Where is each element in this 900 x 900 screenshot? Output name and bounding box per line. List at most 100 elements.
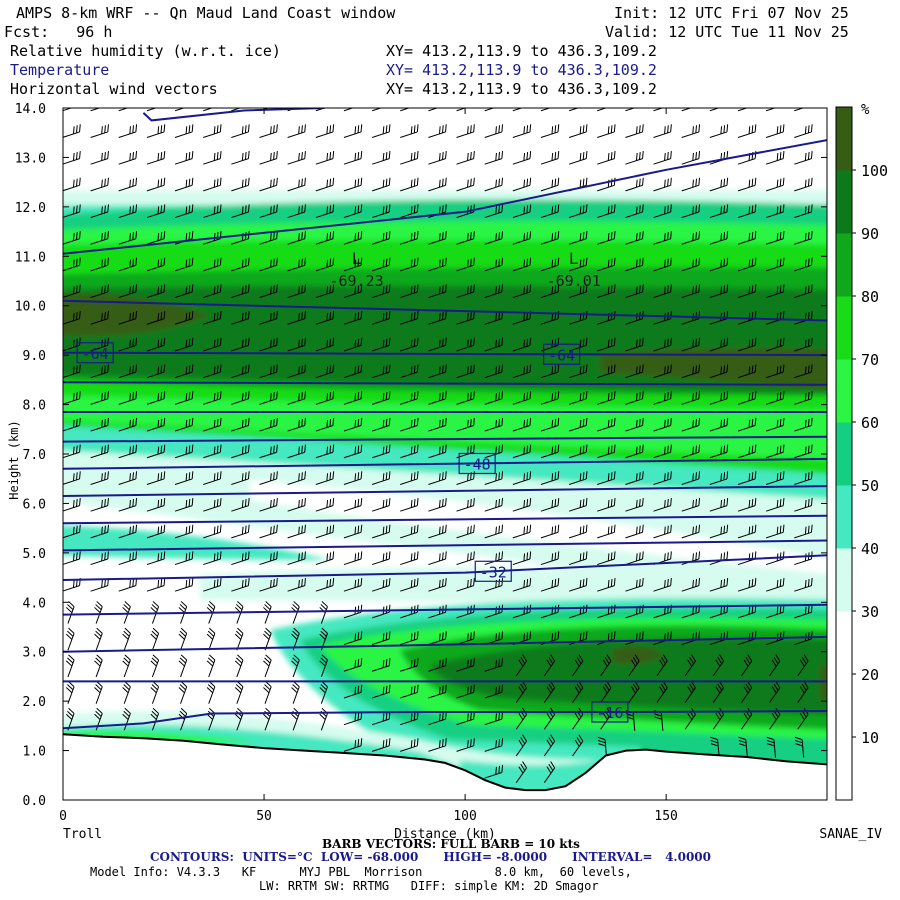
wind-barb	[794, 204, 813, 219]
wind-barb	[118, 444, 138, 459]
wind-barb	[456, 524, 475, 539]
wind-barb	[315, 108, 334, 112]
wind-barb	[428, 658, 447, 672]
colorbar-band	[836, 548, 852, 612]
wind-barb	[174, 417, 194, 432]
wind-barb	[597, 391, 616, 405]
wind-barb	[568, 204, 588, 219]
wind-barb	[371, 471, 391, 485]
wind-barb	[741, 654, 753, 677]
wind-barb	[681, 231, 701, 245]
wind-barb	[400, 337, 419, 352]
wind-barb	[568, 150, 588, 165]
wind-barb	[456, 658, 475, 672]
temperature-contour	[63, 351, 827, 357]
wind-barb	[371, 658, 391, 672]
wind-barb	[287, 577, 306, 592]
wind-barb	[653, 284, 672, 299]
wind-barb	[174, 204, 194, 219]
wind-barb	[90, 471, 109, 485]
wind-barb	[456, 150, 475, 165]
wind-barb	[203, 311, 222, 325]
wind-barb	[765, 391, 785, 405]
wind-barb	[174, 391, 194, 405]
wind-barb	[287, 150, 306, 165]
temperature-contour	[63, 139, 827, 255]
wind-barb	[709, 108, 728, 112]
colorbar-label: 90	[861, 225, 879, 243]
wind-barb	[709, 524, 729, 539]
wind-barb	[512, 497, 532, 512]
wind-barb	[428, 738, 447, 752]
y-tick-label: 3.0	[23, 646, 46, 661]
wind-barb	[174, 124, 194, 138]
x-right-label: SANAE_IV	[819, 827, 882, 842]
wind-barb	[259, 444, 278, 459]
wind-barb	[287, 391, 306, 405]
wind-barb	[765, 108, 784, 112]
low-value: -69.23	[329, 272, 383, 290]
model-info: Model Info: V4.3.3 KF MYJ PBL Morrison 8…	[90, 865, 632, 879]
wind-barb	[231, 204, 250, 219]
wind-barb	[597, 204, 616, 219]
physics-info: LW: RRTM SW: RRTMG DIFF: simple KM: 2D S…	[259, 879, 599, 893]
wind-barb	[568, 471, 588, 485]
wind-barb	[287, 204, 306, 219]
wind-barb	[174, 108, 193, 112]
wind-barb	[65, 627, 75, 651]
wind-barb	[428, 524, 447, 539]
wind-barb	[540, 497, 560, 512]
wind-barb	[63, 444, 81, 459]
wind-barb	[625, 177, 644, 192]
wind-barb	[428, 337, 447, 352]
wind-barb	[371, 524, 391, 539]
wind-barb	[543, 681, 556, 703]
wind-barb	[656, 654, 668, 677]
wind-barb	[568, 364, 588, 379]
wind-barb	[231, 150, 250, 165]
wind-barb	[709, 417, 729, 432]
wind-barb	[90, 204, 109, 219]
wind-barb	[118, 150, 138, 165]
wind-barb	[174, 311, 194, 325]
wind-barb	[540, 311, 560, 325]
wind-barb	[343, 257, 363, 272]
wind-barb	[456, 497, 475, 512]
wind-barb	[769, 681, 781, 703]
wind-barb	[484, 337, 504, 352]
wind-barb	[428, 471, 447, 485]
wind-barb	[400, 231, 419, 245]
wind-barb	[625, 257, 644, 272]
colorbar-band	[836, 485, 852, 549]
wind-barb	[794, 497, 813, 512]
wind-barb	[540, 551, 560, 566]
wind-barb	[63, 177, 81, 192]
colorbar-label: 60	[861, 414, 879, 432]
wind-barb	[428, 417, 447, 432]
wind-barb	[371, 231, 391, 245]
y-tick-label: 14.0	[15, 102, 46, 117]
wind-barb	[90, 497, 109, 512]
wind-barb	[540, 204, 560, 219]
wind-barb	[794, 177, 813, 192]
y-axis: 0.0 1.0 2.0 3.0 4.0 5.0 6.0 7.0 8.0 9.0 10.0 11.0 12…	[15, 102, 827, 809]
wind-barb	[681, 284, 701, 299]
wind-barb	[174, 284, 194, 299]
colorbar-label: 100	[861, 162, 888, 180]
wind-barb	[178, 601, 188, 624]
wind-barb	[568, 551, 588, 566]
wind-barb	[625, 204, 644, 219]
wind-barb	[709, 471, 729, 485]
wind-barb	[540, 444, 560, 459]
wind-barb	[625, 231, 644, 245]
wind-barb	[737, 284, 757, 299]
wind-barb	[597, 257, 616, 272]
wind-barb	[118, 311, 138, 325]
wind-barb	[765, 231, 785, 245]
wind-barb	[231, 524, 250, 539]
colorbar-label: 70	[861, 351, 879, 369]
wind-barb	[206, 654, 216, 678]
wind-barb	[343, 551, 363, 566]
wind-barb	[118, 417, 138, 432]
svg-text:-48: -48	[464, 455, 491, 473]
